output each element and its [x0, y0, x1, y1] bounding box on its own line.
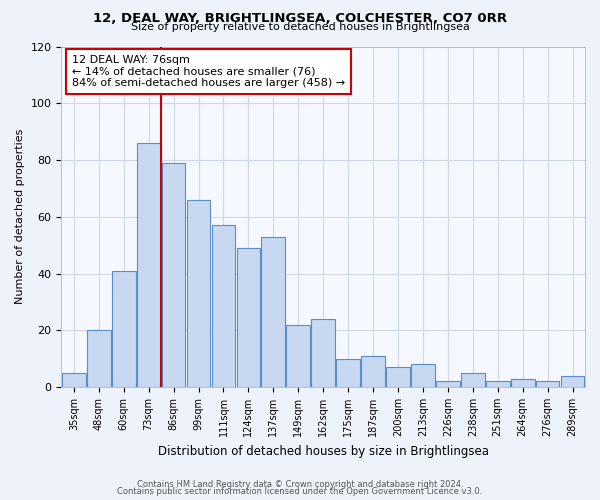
Bar	[286, 324, 310, 387]
Text: 12 DEAL WAY: 76sqm
← 14% of detached houses are smaller (76)
84% of semi-detache: 12 DEAL WAY: 76sqm ← 14% of detached hou…	[72, 55, 345, 88]
Bar	[461, 373, 485, 387]
Y-axis label: Number of detached properties: Number of detached properties	[15, 129, 25, 304]
Bar	[187, 200, 211, 387]
Bar	[486, 382, 509, 387]
Text: Contains public sector information licensed under the Open Government Licence v3: Contains public sector information licen…	[118, 487, 482, 496]
Bar	[62, 373, 86, 387]
Bar	[112, 270, 136, 387]
Bar	[436, 382, 460, 387]
Bar	[262, 236, 285, 387]
X-axis label: Distribution of detached houses by size in Brightlingsea: Distribution of detached houses by size …	[158, 444, 489, 458]
Text: 12, DEAL WAY, BRIGHTLINGSEA, COLCHESTER, CO7 0RR: 12, DEAL WAY, BRIGHTLINGSEA, COLCHESTER,…	[93, 12, 507, 26]
Bar	[87, 330, 110, 387]
Bar	[411, 364, 435, 387]
Bar	[236, 248, 260, 387]
Bar	[536, 382, 559, 387]
Bar	[511, 378, 535, 387]
Bar	[361, 356, 385, 387]
Bar	[162, 163, 185, 387]
Bar	[137, 143, 161, 387]
Bar	[386, 367, 410, 387]
Bar	[336, 358, 360, 387]
Bar	[212, 226, 235, 387]
Text: Size of property relative to detached houses in Brightlingsea: Size of property relative to detached ho…	[131, 22, 469, 32]
Text: Contains HM Land Registry data © Crown copyright and database right 2024.: Contains HM Land Registry data © Crown c…	[137, 480, 463, 489]
Bar	[311, 319, 335, 387]
Bar	[560, 376, 584, 387]
